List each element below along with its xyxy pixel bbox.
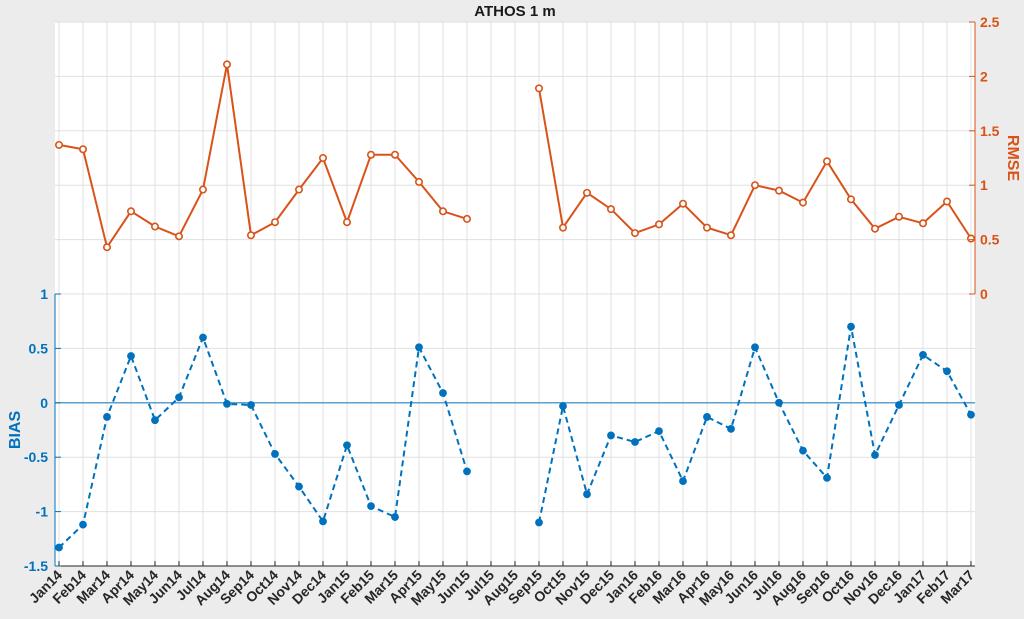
rmse-point — [342, 218, 351, 227]
bias-tick-label: -1 — [36, 504, 49, 520]
rmse-point — [223, 60, 232, 69]
bias-point — [79, 520, 87, 529]
bias-point — [151, 416, 159, 425]
rmse-axis-label: RMSE — [1004, 135, 1021, 182]
bias-point — [775, 398, 783, 407]
rmse-line — [58, 64, 468, 250]
bias-tick-label: -0.5 — [24, 449, 48, 465]
bias-point — [223, 399, 231, 408]
rmse-tick-label: 0.5 — [980, 232, 1000, 248]
bias-point — [895, 401, 903, 409]
rmse-point — [318, 154, 327, 163]
rmse-point — [79, 145, 88, 154]
bias-point — [55, 543, 63, 552]
rmse-point — [726, 231, 735, 240]
bias-point — [391, 513, 399, 521]
bias-point — [535, 518, 543, 527]
rmse-point — [103, 243, 112, 252]
bias-tick-label: -1.5 — [24, 558, 48, 574]
rmse-point — [54, 140, 63, 149]
bias-point — [847, 322, 855, 331]
rmse-point — [654, 220, 663, 229]
rmse-point — [918, 219, 927, 228]
rmse-point — [822, 157, 831, 166]
rmse-point — [558, 223, 567, 232]
rmse-point — [870, 224, 879, 233]
bias-point — [415, 343, 423, 352]
bias-point — [199, 333, 207, 342]
rmse-point — [606, 205, 615, 214]
rmse-point — [846, 195, 855, 204]
bias-point — [127, 352, 135, 360]
bias-point — [607, 431, 615, 440]
bias-tick-label: 0 — [40, 395, 48, 411]
rmse-point — [894, 212, 903, 221]
bias-point — [967, 410, 975, 419]
rmse-point — [678, 199, 687, 208]
bias-point — [295, 482, 303, 491]
rmse-point — [366, 150, 375, 159]
rmse-tick-label: 0 — [980, 286, 988, 302]
rmse-point — [774, 186, 783, 195]
rmse-tick-label: 2 — [980, 68, 988, 84]
rmse-point — [175, 232, 184, 241]
rmse-point — [966, 234, 975, 243]
bias-point — [271, 450, 279, 458]
bias-tick-label: 1 — [40, 286, 48, 302]
bias-point — [631, 438, 639, 446]
bias-point — [463, 467, 471, 476]
bias-point — [751, 343, 759, 352]
rmse-point — [798, 198, 807, 207]
rmse-point — [462, 214, 471, 223]
rmse-series — [54, 60, 975, 252]
bias-point — [367, 502, 375, 511]
bias-point — [655, 427, 663, 435]
bias-point — [943, 367, 951, 376]
bias-series — [55, 322, 975, 552]
rmse-tick-label: 2.5 — [980, 14, 1000, 30]
rmse-point — [582, 188, 591, 197]
bias-point — [799, 446, 807, 455]
bias-point — [247, 401, 255, 409]
bias-point — [679, 477, 687, 486]
rmse-point — [151, 222, 160, 231]
rmse-point — [390, 150, 399, 159]
bias-point — [319, 517, 327, 526]
bias-point — [919, 351, 927, 359]
rmse-point — [534, 84, 543, 93]
bias-point — [439, 389, 447, 397]
bias-point — [559, 402, 567, 410]
bias-point — [103, 413, 111, 421]
series — [54, 60, 975, 552]
rmse-tick-label: 1 — [980, 177, 988, 193]
bias-tick-label: 0.5 — [29, 340, 49, 356]
bias-point — [583, 490, 591, 499]
rmse-point — [630, 229, 639, 238]
rmse-point — [199, 185, 208, 194]
rmse-point — [127, 207, 136, 216]
rmse-tick-label: 1.5 — [980, 123, 1000, 139]
bias-axis-label: BIAS — [7, 411, 24, 450]
rmse-point — [942, 197, 951, 206]
rmse-point — [414, 177, 423, 186]
bias-point — [703, 413, 711, 421]
bias-point — [343, 441, 351, 450]
bias-point — [727, 425, 735, 433]
rmse-point — [438, 207, 447, 216]
rmse-point — [270, 218, 279, 227]
rmse-point — [294, 185, 303, 194]
rmse-point — [750, 181, 759, 190]
rmse-point — [247, 231, 256, 240]
bias-point — [823, 473, 831, 482]
bias-point — [175, 393, 183, 402]
rmse-point — [702, 223, 711, 232]
bias-point — [871, 451, 879, 459]
chart-title: ATHOS 1 m — [474, 3, 555, 20]
